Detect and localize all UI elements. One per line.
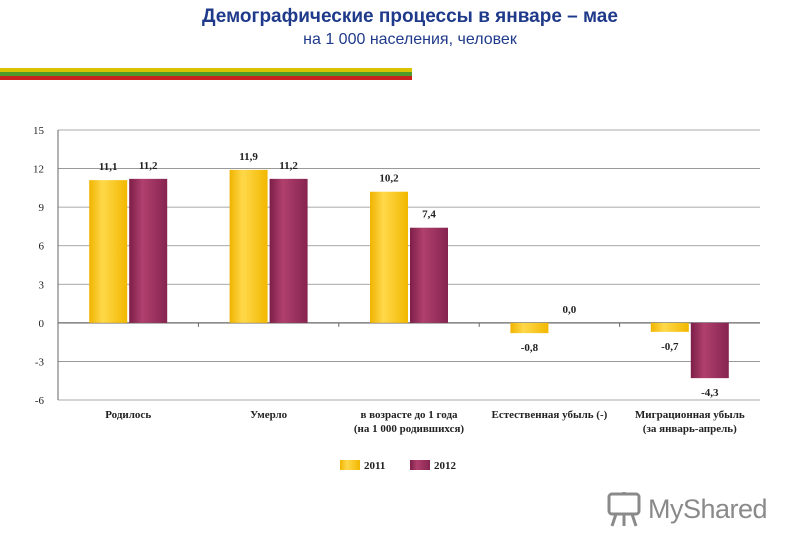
bar-2012 — [129, 178, 168, 323]
y-tick-label: 3 — [39, 279, 45, 291]
presentation-board-icon — [607, 492, 641, 527]
bar-2011 — [89, 180, 128, 323]
data-label: -0,8 — [521, 342, 539, 354]
legend-label-2012: 2012 — [434, 460, 457, 472]
watermark-text: MyShared — [648, 494, 768, 524]
y-tick-label: -6 — [35, 395, 45, 407]
gridlines — [57, 129, 760, 401]
decorative-stripe-green — [0, 72, 412, 76]
bar-2011 — [650, 322, 689, 332]
category-labels: Родилось Умерло в возрасте до 1 года (на 1 … — [105, 409, 745, 435]
data-label: 10,2 — [379, 173, 399, 185]
category-label: Естественная убыль (-) — [492, 409, 608, 421]
category-label: (на 1 000 родившихся) — [354, 423, 465, 435]
data-label: 11,1 — [99, 161, 118, 173]
bar-2012 — [410, 227, 448, 323]
y-tick-label: -3 — [35, 356, 45, 368]
bar-2011 — [370, 191, 408, 323]
data-label: 11,2 — [139, 160, 158, 172]
y-tick-label: 0 — [39, 318, 45, 330]
y-tick-label: 9 — [39, 202, 45, 214]
data-label: 7,4 — [422, 209, 436, 221]
bars — [89, 169, 729, 379]
chart-title: Демографические процессы в январе – мае — [202, 6, 618, 27]
legend: 2011 2012 — [340, 460, 457, 472]
category-label: Родилось — [105, 409, 151, 421]
y-tick-label: 6 — [39, 241, 45, 253]
data-label: 11,9 — [239, 151, 258, 163]
y-tick-label: 12 — [33, 164, 44, 176]
category-label: Умерло — [250, 409, 288, 421]
legend-label-2011: 2011 — [364, 460, 385, 472]
bar-2011 — [229, 169, 268, 323]
data-label: -0,7 — [661, 341, 679, 353]
bar-2012 — [269, 178, 308, 323]
y-axis-ticks: 15 12 9 6 3 0 -3 -6 — [33, 125, 45, 407]
decorative-stripe-yellow — [0, 68, 412, 72]
category-label: Миграционная убыль — [635, 409, 745, 421]
legend-swatch-2012 — [410, 460, 430, 470]
category-label: в возрасте до 1 года — [360, 409, 458, 421]
data-label: 0,0 — [563, 304, 577, 316]
data-label: -4,3 — [701, 387, 719, 399]
bar-2011 — [510, 322, 549, 334]
legend-swatch-2011 — [340, 460, 360, 470]
data-label: 11,2 — [279, 160, 298, 172]
category-label: (за январь-апрель) — [643, 423, 737, 435]
chart-subtitle: на 1 000 населения, человек — [303, 31, 517, 48]
watermark-logo: MyShared — [606, 490, 776, 530]
data-labels: 11,1 11,2 11,9 11,2 10,2 7,4 -0,8 0,0 -0,7 -4,3 — [99, 151, 719, 399]
decorative-stripe-red — [0, 76, 412, 80]
bar-2012 — [690, 322, 729, 379]
y-tick-label: 15 — [33, 125, 45, 137]
